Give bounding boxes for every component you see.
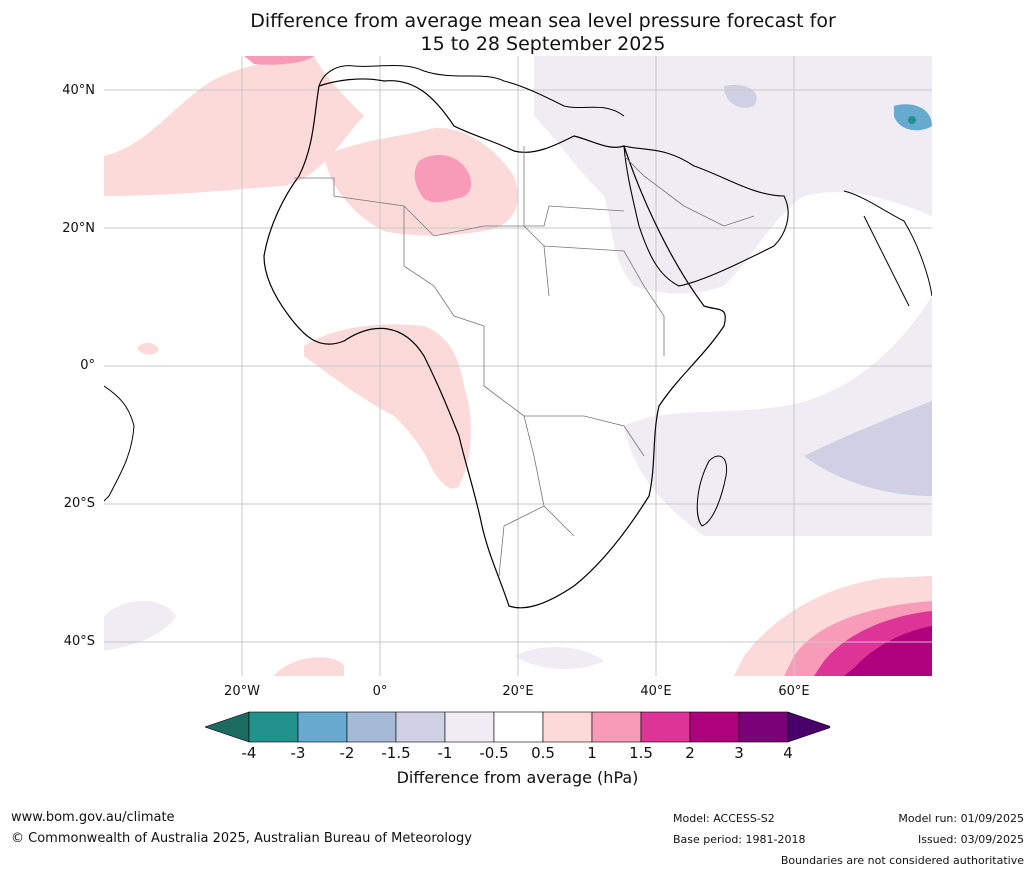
- lat-label-20s: 20°S: [63, 496, 95, 511]
- graticule: [104, 56, 932, 676]
- colorbar-extend-low: [205, 711, 250, 743]
- map-area: [104, 56, 932, 676]
- madagascar: [696, 455, 728, 527]
- colorbar-tick-label: -1.5: [381, 744, 411, 762]
- anomaly-south-atlantic-pos: [274, 657, 344, 676]
- colorbar-swatch: [640, 711, 691, 743]
- colorbar-swatch: [297, 711, 348, 743]
- colorbar-swatch: [248, 711, 299, 743]
- india-coastline: [843, 190, 932, 307]
- colorbar-tick-label: 1: [587, 744, 597, 762]
- map-svg: [104, 56, 932, 676]
- south-america-coastline: [104, 385, 135, 502]
- colorbar-tick-label: 0.5: [531, 744, 555, 762]
- anomaly-south-atlantic-neg: [104, 601, 176, 651]
- colorbar-swatch: [542, 711, 593, 743]
- footer-model: Model: ACCESS-S2: [673, 812, 775, 825]
- footer-disclaimer: Boundaries are not considered authoritat…: [780, 854, 1024, 867]
- colorbar-tick-label: -2: [339, 744, 355, 762]
- country-borders: [294, 146, 755, 577]
- map-title: Difference from average mean sea level p…: [0, 10, 1035, 56]
- title-line-2: 15 to 28 September 2025: [420, 33, 666, 55]
- anomaly-south-mid-neg: [514, 646, 604, 670]
- colorbar-swatch: [738, 711, 789, 743]
- anomaly-indian-ocean: [624, 296, 932, 536]
- lat-label-40n: 40°N: [62, 83, 95, 98]
- africa-coastline: [263, 78, 726, 609]
- anomaly-tibet-core: [908, 116, 916, 124]
- anomaly-sahara-core: [414, 154, 472, 203]
- colorbar-tick-label: 4: [783, 744, 793, 762]
- anomaly-north-atlantic: [104, 56, 364, 196]
- colorbar-swatch: [444, 711, 495, 743]
- colorbar-tick-label: -3: [290, 744, 306, 762]
- colorbar-swatch: [493, 711, 544, 743]
- footer-website[interactable]: www.bom.gov.au/climate: [11, 810, 175, 825]
- anomaly-islet: [137, 342, 159, 355]
- lon-label-20w: 20°W: [224, 684, 260, 699]
- anomaly-guinea: [304, 324, 471, 489]
- colorbar-extend-high: [787, 711, 830, 743]
- colorbar-swatch: [395, 711, 446, 743]
- anomaly-southern-core: [844, 626, 932, 676]
- colorbar-tick-label: -0.5: [479, 744, 509, 762]
- lon-label-60e: 60°E: [778, 684, 810, 699]
- lat-label-40s: 40°S: [63, 634, 95, 649]
- colorbar-tick-label: -4: [241, 744, 257, 762]
- footer-issued: Issued: 03/09/2025: [917, 833, 1024, 846]
- europe-coastline: [318, 64, 625, 117]
- colorbar-tick-label: 1.5: [629, 744, 653, 762]
- colorbar-tick-label: 2: [685, 744, 695, 762]
- footer-model-run: Model run: 01/09/2025: [898, 812, 1024, 825]
- colorbar: [205, 711, 830, 743]
- lon-label-40e: 40°E: [640, 684, 672, 699]
- colorbar-swatch: [346, 711, 397, 743]
- footer-base-period: Base period: 1981-2018: [673, 833, 806, 846]
- colorbar-tick-label: 3: [734, 744, 744, 762]
- colorbar-label: Difference from average (hPa): [396, 768, 639, 787]
- lat-label-0: 0°: [80, 358, 95, 373]
- anomaly-indian-ocean-core: [804, 401, 932, 496]
- lat-label-20n: 20°N: [62, 221, 95, 236]
- lon-label-20e: 20°E: [502, 684, 534, 699]
- colorbar-tick-label: -1: [437, 744, 453, 762]
- anomaly-north-top: [244, 56, 314, 65]
- anomaly-middle-east: [534, 56, 932, 294]
- arabia-coastline: [623, 145, 789, 287]
- lon-label-0: 0°: [372, 684, 388, 699]
- title-line-1: Difference from average mean sea level p…: [250, 10, 836, 32]
- colorbar-swatch: [591, 711, 642, 743]
- colorbar-swatch: [689, 711, 740, 743]
- footer-copyright: © Commonwealth of Australia 2025, Austra…: [11, 831, 472, 846]
